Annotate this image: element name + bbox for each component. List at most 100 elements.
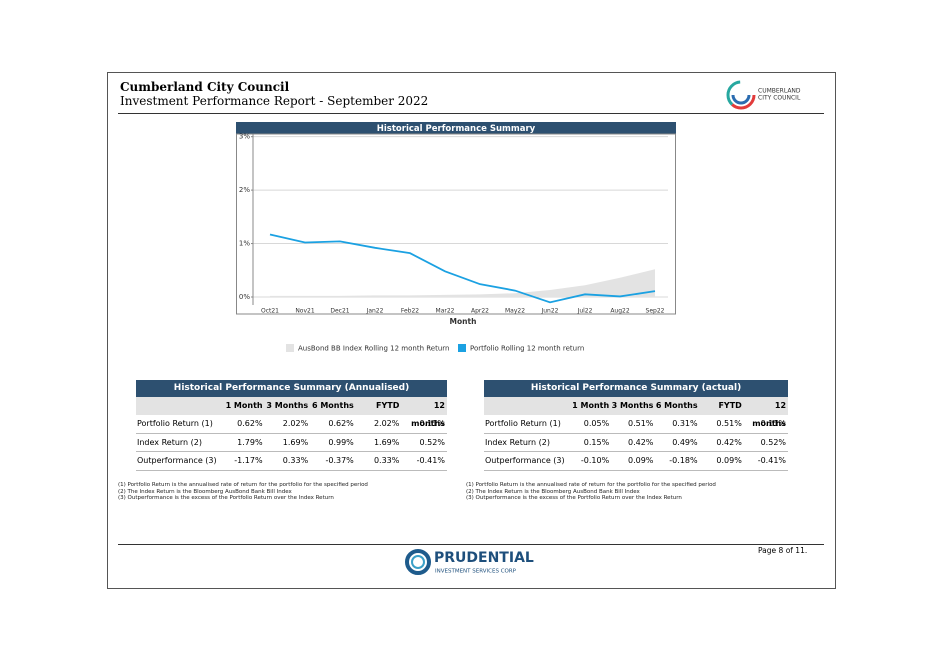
table-cell: 1.69%: [282, 437, 309, 447]
chart-title-bar: [236, 122, 676, 134]
table-cell: 0.62%: [237, 419, 263, 429]
x-tick-label: Apr22: [471, 308, 489, 315]
report-subtitle: Investment Performance Report - Septembe…: [120, 94, 429, 108]
table-cell: -0.18%: [669, 456, 698, 466]
footnote: (1) Portfolio Return is the annualised r…: [466, 482, 716, 488]
table-title: Historical Performance Summary (actual): [484, 380, 788, 397]
logo-text: CUMBERLAND: [758, 88, 801, 95]
x-tick-label: Mar22: [436, 308, 455, 315]
table-cell: 0.33%: [282, 456, 309, 466]
table-cell: -1.17%: [234, 456, 263, 466]
column-header: 1 Month: [225, 401, 263, 410]
x-tick-label: Feb22: [401, 308, 419, 315]
x-tick-label: Dec21: [330, 308, 349, 315]
x-tick-label: Aug22: [610, 308, 630, 315]
table: Historical Performance Summary (actual) 1…: [484, 380, 788, 471]
table-header: 1 Month 3 Months 6 Months FYTD 12 months: [136, 397, 447, 428]
legend-swatch: [458, 344, 466, 352]
table-row: Portfolio Return (1) 0.05% 0.51% 0.31% 0.51%…: [484, 415, 788, 434]
row-label: Index Return (2): [137, 437, 202, 447]
table-cell: 2.02%: [282, 419, 309, 429]
table-cell: 1.79%: [237, 437, 263, 447]
table-cell: 0.99%: [328, 437, 354, 447]
table-cell: 0.51%: [627, 419, 654, 429]
column-header: 3 Months: [611, 401, 654, 410]
legend-swatch: [286, 344, 294, 352]
column-header: 12 months: [752, 401, 787, 428]
brand: PRUDENTIAL: [434, 550, 534, 566]
table: Historical Performance Summary (Annualis…: [136, 380, 447, 471]
x-tick-label: Sep22: [646, 308, 665, 315]
y-tick-label: 0%: [239, 293, 250, 301]
table-title: Historical Performance Summary (Annualis…: [136, 380, 447, 397]
table-cell: 0.52%: [419, 437, 445, 447]
row-label: Portfolio Return (1): [485, 419, 561, 429]
table-cell: 0.09%: [627, 456, 654, 466]
report-title: Cumberland City Council: [120, 80, 290, 94]
row-label: Outperformance (3): [137, 456, 217, 466]
table-cell: 0.11%: [419, 419, 445, 429]
table-cell: 0.51%: [716, 419, 742, 429]
footnote: (3) Outperformance is the excess of the …: [466, 495, 682, 501]
table-cell: -0.41%: [757, 456, 787, 466]
table-cell: 0.15%: [583, 437, 610, 447]
column-header: FYTD: [718, 401, 742, 410]
footnote: (2) The Index Return is the Bloomberg Au…: [466, 488, 640, 495]
footnote: (2) The Index Return is the Bloomberg Au…: [118, 488, 292, 495]
x-tick-label: Jul22: [577, 308, 593, 315]
table-cell: 2.02%: [373, 419, 400, 429]
page-frame: [107, 72, 836, 589]
table-cell: 0.33%: [373, 456, 400, 466]
chart: Historical Performance Summary Month 0% 1…: [236, 122, 676, 353]
header-spacer: [136, 397, 219, 415]
footnotes: (1) Portfolio Return is the annualised r…: [118, 482, 448, 502]
table-cell: 0.11%: [760, 419, 787, 429]
area: [270, 269, 655, 297]
table-cell: 1.69%: [373, 437, 400, 447]
x-axis-label: Month: [450, 317, 477, 326]
column-header: 6 Months: [655, 401, 698, 410]
table-cell: 0.42%: [627, 437, 654, 447]
header-spacer: [484, 397, 567, 415]
x-tick-label: Oct21: [261, 308, 279, 315]
footnote: (1) Portfolio Return is the annualised r…: [118, 482, 368, 488]
x-tick-label: May22: [505, 308, 525, 315]
x-tick-label: Jan22: [366, 308, 384, 315]
x-tick-label: Jun22: [540, 308, 558, 315]
column-header: 6 Months: [311, 401, 354, 410]
column-header: FYTD: [376, 401, 400, 410]
column-header: 3 Months: [266, 401, 309, 410]
logo-text: CITY COUNCIL: [758, 95, 801, 102]
legend-label: AusBond BB Index Rolling 12 month Return: [298, 345, 449, 353]
brand-sub: INVESTMENT SERVICES CORP: [435, 569, 517, 575]
table-cell: -0.37%: [325, 456, 354, 466]
table-row: Outperformance (3) -1.17% 0.33% -0.37% 0.33%…: [136, 452, 447, 471]
council-logo: CUMBERLAND CITY COUNCIL: [726, 80, 801, 110]
column-header: 12 months: [411, 401, 445, 428]
table-cell: 0.42%: [716, 437, 742, 447]
chart-frame: [236, 133, 676, 315]
prudential-logo: PRUDENTIAL INVESTMENT SERVICES CORP: [405, 549, 534, 575]
table-cell: 0.05%: [583, 419, 610, 429]
x-tick-label: Nov21: [295, 308, 315, 315]
y-tick-label: 3%: [239, 133, 250, 141]
divider: [118, 544, 824, 545]
table-row: Outperformance (3) -0.10% 0.09% -0.18% 0.09%…: [484, 452, 788, 471]
table-row: Portfolio Return (1) 0.62% 2.02% 0.62% 2.02%…: [136, 415, 447, 434]
divider: [118, 113, 824, 114]
y-tick-label: 2%: [239, 186, 250, 194]
table-header: 1 Month 3 Months 6 Months FYTD 12 months: [484, 397, 788, 428]
legend-label: Portfolio Rolling 12 month return: [470, 345, 584, 353]
table-cell: -0.41%: [416, 456, 445, 466]
page-number: Page 8 of 11.: [758, 546, 808, 555]
table-row: Index Return (2) 1.79% 1.69% 0.99% 1.69% 0.52…: [136, 434, 447, 452]
column-header: 1 Month: [572, 401, 610, 410]
table-cell: 0.62%: [328, 419, 354, 429]
row-label: Index Return (2): [485, 437, 550, 447]
table-cell: 0.49%: [672, 437, 698, 447]
table-cell: -0.10%: [580, 456, 610, 466]
footnotes: (1) Portfolio Return is the annualised r…: [466, 482, 796, 502]
row-label: Portfolio Return (1): [137, 419, 213, 429]
table-cell: 0.09%: [716, 456, 742, 466]
